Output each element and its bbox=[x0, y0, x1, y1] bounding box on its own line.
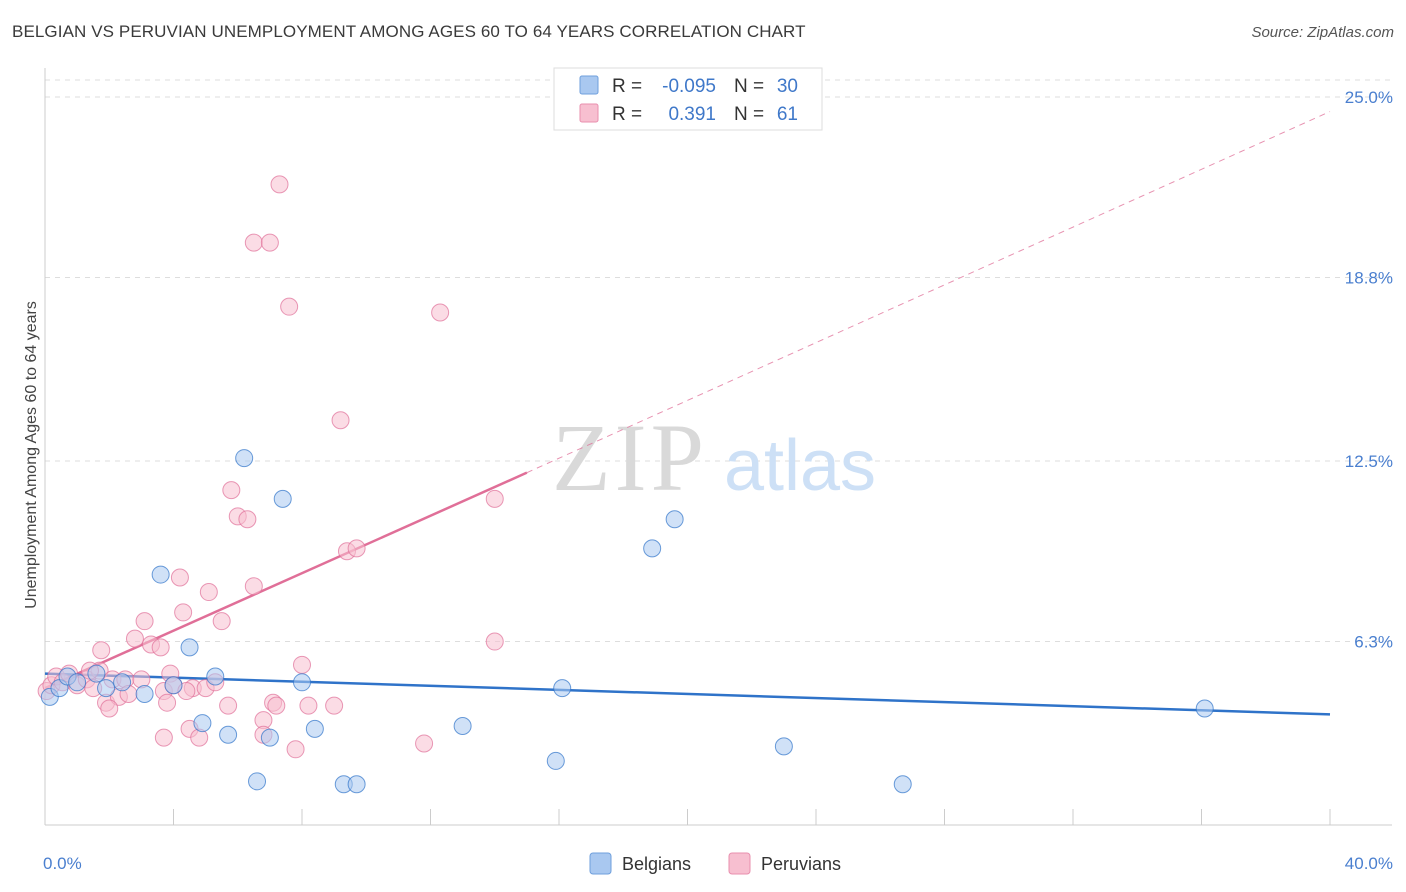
point-belgians-20 bbox=[347, 775, 366, 794]
axes-layer bbox=[44, 68, 1392, 826]
point-peruvians-48 bbox=[293, 655, 311, 674]
legend-bottom: Belgians Peruvians bbox=[589, 852, 841, 875]
y-tick-label-1: 12.5% bbox=[1345, 452, 1393, 471]
legend-n-value-peruvians: 61 bbox=[777, 104, 798, 125]
y-tick-label-3: 25.0% bbox=[1345, 88, 1393, 107]
point-belgians-14 bbox=[248, 772, 267, 791]
legend-n-label-belgians: N = bbox=[734, 76, 764, 97]
x-tick-label-0: 0.0% bbox=[43, 854, 82, 873]
grid-layer bbox=[45, 79, 1390, 643]
point-belgians-25 bbox=[665, 510, 684, 529]
point-peruvians-34 bbox=[219, 696, 238, 715]
point-peruvians-39 bbox=[244, 233, 263, 252]
trend-line-belgians bbox=[44, 672, 1331, 716]
legend-swatch-peruvians bbox=[579, 103, 599, 123]
point-peruvians-38 bbox=[244, 577, 263, 596]
point-belgians-16 bbox=[273, 489, 292, 508]
point-peruvians-51 bbox=[331, 411, 350, 430]
watermark-atlas: atlas bbox=[724, 426, 876, 506]
point-peruvians-57 bbox=[485, 632, 504, 651]
point-peruvians-17 bbox=[135, 612, 154, 631]
point-belgians-28 bbox=[1195, 699, 1214, 718]
x-tick-label-1: 40.0% bbox=[1345, 854, 1393, 873]
point-peruvians-49 bbox=[299, 696, 318, 715]
trend-line-peruvians bbox=[44, 471, 528, 690]
legend-r-value-peruvians: 0.391 bbox=[668, 104, 716, 125]
point-belgians-7 bbox=[135, 684, 154, 703]
labels-layer: 6.3% 12.5% 18.8% 25.0% 0.0% 40.0% bbox=[43, 88, 1393, 873]
point-belgians-5 bbox=[97, 679, 116, 698]
point-peruvians-22 bbox=[158, 693, 177, 712]
points-layer bbox=[37, 175, 1214, 794]
legend-top-box bbox=[553, 67, 823, 131]
point-peruvians-50 bbox=[325, 696, 344, 715]
point-peruvians-35 bbox=[222, 481, 241, 500]
watermark: ZIP atlas bbox=[552, 404, 876, 511]
point-peruvians-19 bbox=[151, 638, 170, 657]
legend-top: R = -0.095 N = 30 R = 0.391 N = 61 bbox=[553, 67, 823, 131]
legend-bottom-label-peruvians: Peruvians bbox=[761, 854, 841, 874]
point-peruvians-26 bbox=[174, 603, 193, 622]
point-peruvians-9 bbox=[92, 641, 111, 660]
point-peruvians-47 bbox=[286, 740, 305, 759]
trend-line-extension-peruvians bbox=[526, 111, 1331, 474]
legend-r-label-belgians: R = bbox=[612, 76, 642, 97]
point-peruvians-16 bbox=[132, 670, 151, 689]
point-peruvians-44 bbox=[267, 696, 286, 715]
point-peruvians-37 bbox=[238, 510, 257, 529]
source-label: Source: ZipAtlas.com bbox=[1251, 24, 1394, 41]
point-belgians-21 bbox=[453, 716, 472, 735]
legend-swatch-belgians bbox=[579, 75, 599, 95]
legend-bottom-swatch-peruvians bbox=[728, 852, 751, 875]
legend-r-value-belgians: -0.095 bbox=[662, 76, 716, 97]
point-peruvians-55 bbox=[431, 303, 450, 322]
point-belgians-10 bbox=[180, 638, 199, 657]
point-peruvians-54 bbox=[415, 734, 434, 753]
point-belgians-11 bbox=[193, 714, 212, 733]
point-peruvians-42 bbox=[260, 233, 279, 252]
point-belgians-8 bbox=[151, 565, 170, 584]
point-belgians-15 bbox=[260, 728, 279, 747]
watermark-zip: ZIP bbox=[552, 404, 708, 511]
point-peruvians-29 bbox=[190, 728, 209, 747]
point-peruvians-15 bbox=[125, 629, 144, 648]
legend-r-label-peruvians: R = bbox=[612, 104, 642, 125]
point-belgians-23 bbox=[553, 679, 572, 698]
trend-layer bbox=[44, 111, 1331, 716]
y-tick-label-0: 6.3% bbox=[1354, 633, 1393, 652]
point-peruvians-21 bbox=[154, 728, 173, 747]
point-peruvians-46 bbox=[280, 297, 299, 316]
point-peruvians-31 bbox=[199, 583, 218, 602]
point-belgians-22 bbox=[546, 751, 565, 770]
y-tick-label-2: 18.8% bbox=[1345, 269, 1393, 288]
point-belgians-29 bbox=[235, 449, 254, 468]
point-belgians-6 bbox=[113, 673, 132, 692]
point-belgians-13 bbox=[219, 725, 238, 744]
point-belgians-3 bbox=[68, 673, 87, 692]
point-belgians-18 bbox=[293, 673, 311, 692]
point-peruvians-45 bbox=[270, 175, 289, 194]
point-belgians-27 bbox=[893, 775, 912, 794]
point-belgians-9 bbox=[164, 676, 183, 695]
point-peruvians-53 bbox=[347, 539, 366, 558]
point-belgians-24 bbox=[643, 539, 662, 558]
chart-title: BELGIAN VS PERUVIAN UNEMPLOYMENT AMONG A… bbox=[12, 22, 806, 41]
point-peruvians-25 bbox=[170, 568, 189, 587]
point-peruvians-59 bbox=[100, 699, 119, 718]
legend-n-label-peruvians: N = bbox=[734, 104, 764, 125]
y-axis-label: Unemployment Among Ages 60 to 64 years bbox=[23, 301, 40, 609]
point-belgians-17 bbox=[305, 719, 324, 738]
legend-n-value-belgians: 30 bbox=[777, 76, 798, 97]
legend-bottom-swatch-belgians bbox=[589, 852, 612, 875]
point-peruvians-56 bbox=[485, 489, 504, 508]
point-belgians-4 bbox=[87, 664, 106, 683]
point-peruvians-33 bbox=[212, 612, 231, 631]
point-belgians-12 bbox=[206, 667, 225, 686]
legend-bottom-label-belgians: Belgians bbox=[622, 854, 691, 874]
point-belgians-26 bbox=[774, 737, 793, 756]
